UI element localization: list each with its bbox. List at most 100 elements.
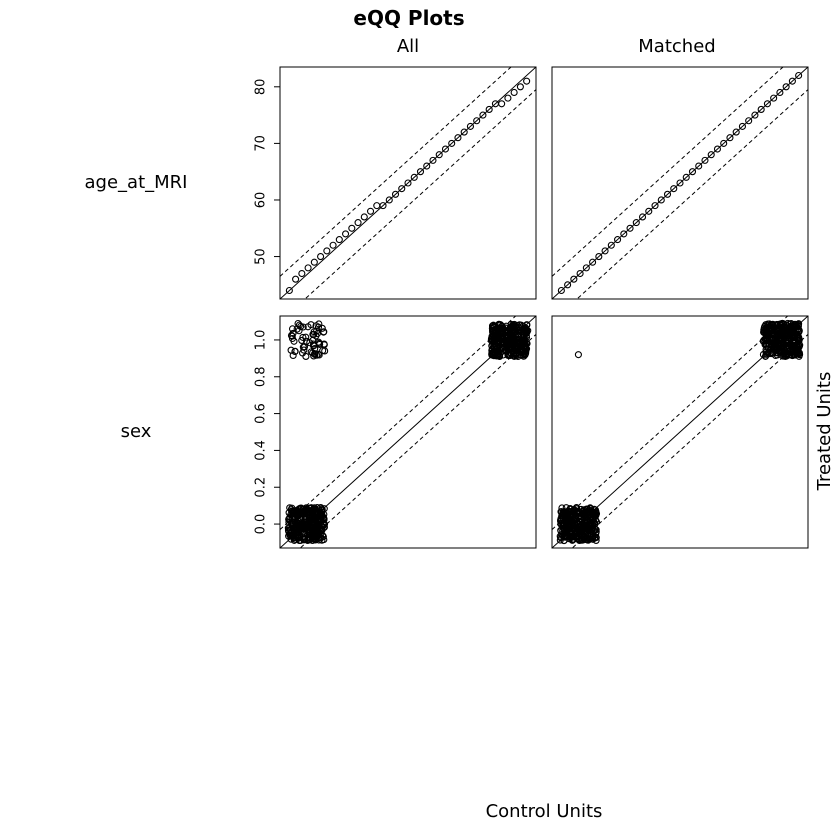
- qq-point: [293, 511, 301, 519]
- qq-point: [638, 213, 647, 221]
- qq-point: [287, 519, 295, 527]
- qq-point: [366, 207, 375, 215]
- qq-point: [766, 333, 774, 342]
- qq-point: [300, 525, 308, 533]
- qq-point: [306, 523, 314, 531]
- qq-point: [510, 88, 518, 97]
- qq-point: [284, 526, 293, 534]
- qq-point: [572, 529, 580, 537]
- qq-point: [320, 328, 328, 336]
- qq-point: [564, 281, 572, 289]
- qq-point: [435, 151, 443, 159]
- qq-point: [620, 230, 628, 238]
- qq-point: [777, 329, 785, 337]
- qq-point: [315, 536, 323, 544]
- qq-point: [556, 532, 564, 540]
- qq-point: [738, 122, 746, 130]
- qq-point: [354, 219, 362, 227]
- band-line: [280, 67, 512, 277]
- qq-point: [763, 100, 771, 108]
- qq-point: [607, 241, 615, 249]
- qq-point: [770, 94, 778, 102]
- qq-point: [294, 517, 302, 525]
- y-tick-label: 50: [254, 248, 269, 265]
- qq-point: [335, 236, 343, 244]
- y-axis-label: Treated Units: [814, 372, 835, 492]
- qq-point: [489, 326, 497, 334]
- column-header-matched: Matched: [638, 36, 715, 57]
- qq-point: [584, 526, 592, 534]
- qq-point: [572, 509, 580, 517]
- qq-point: [688, 168, 697, 176]
- qq-point: [501, 336, 509, 345]
- qq-point: [379, 202, 387, 210]
- qq-point: [373, 202, 381, 210]
- qq-point: [565, 528, 573, 536]
- qq-point: [785, 351, 794, 359]
- qq-point: [416, 168, 425, 176]
- qq-point: [448, 139, 456, 147]
- qq-point: [585, 521, 593, 529]
- qq-point: [720, 139, 728, 147]
- qq-point: [575, 529, 583, 537]
- qq-point: [473, 117, 481, 125]
- qq-point: [512, 335, 520, 343]
- qq-point: [780, 346, 788, 355]
- qq-point: [762, 348, 770, 356]
- qq-point: [307, 524, 315, 532]
- qq-point: [707, 151, 715, 159]
- qq-point: [757, 105, 765, 113]
- panel-frame: [551, 66, 809, 300]
- qq-point: [479, 111, 487, 119]
- qq-point: [317, 525, 325, 533]
- qq-point: [285, 286, 293, 295]
- qq-point: [595, 253, 603, 261]
- panel-frame: [279, 66, 537, 300]
- qq-point: [385, 196, 393, 204]
- y-tick-label: 0.4: [254, 440, 269, 461]
- qq-point: [518, 345, 526, 353]
- row-label-age-at-mri: age_at_MRI: [85, 172, 188, 193]
- qq-point: [788, 77, 796, 85]
- qq-point: [314, 350, 322, 358]
- qq-point: [521, 324, 530, 332]
- qq-point: [321, 347, 329, 355]
- qq-point: [516, 83, 524, 91]
- qq-point: [614, 236, 622, 244]
- qq-point: [311, 345, 319, 353]
- panel-frame: [551, 315, 809, 549]
- qq-point: [488, 347, 496, 355]
- qq-point: [586, 505, 594, 513]
- qq-point: [770, 321, 779, 329]
- qq-point: [404, 179, 412, 187]
- qq-point: [302, 513, 310, 521]
- qq-point: [300, 346, 308, 354]
- qq-point: [776, 88, 784, 97]
- qq-point: [454, 134, 462, 142]
- plot-title: eQQ Plots: [353, 6, 464, 30]
- y-tick-label: 70: [254, 135, 269, 152]
- band-line: [576, 89, 808, 299]
- qq-point: [760, 336, 768, 344]
- y-tick-label: 60: [254, 192, 269, 209]
- qq-point: [772, 331, 781, 339]
- qq-point: [290, 536, 298, 544]
- qq-point: [676, 179, 684, 187]
- qq-point: [579, 507, 587, 515]
- qq-point: [504, 351, 512, 359]
- y-tick-label: 80: [254, 79, 269, 96]
- qq-point: [410, 173, 418, 181]
- qq-point: [589, 258, 597, 266]
- qq-point: [745, 117, 753, 125]
- qq-point: [504, 94, 512, 102]
- qq-point: [511, 352, 519, 360]
- y-tick-label: 1.0: [254, 330, 269, 351]
- qq-point: [429, 156, 437, 164]
- qq-point: [287, 346, 295, 354]
- qq-point: [498, 322, 506, 330]
- qq-point: [310, 352, 318, 360]
- qq-point: [317, 506, 325, 514]
- qq-point: [304, 536, 312, 544]
- qq-point: [284, 524, 292, 532]
- qq-point: [342, 230, 350, 238]
